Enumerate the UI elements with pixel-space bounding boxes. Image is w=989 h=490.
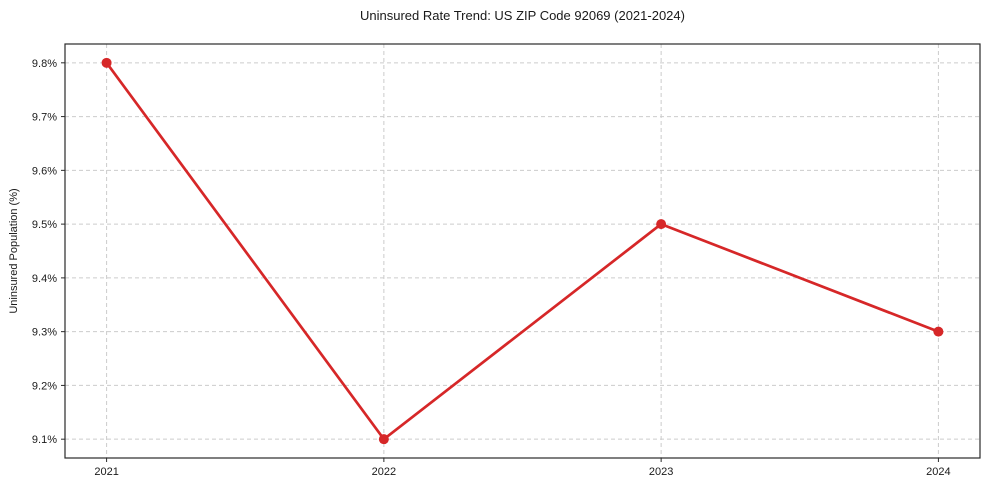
chart-title: Uninsured Rate Trend: US ZIP Code 92069 …: [360, 8, 685, 23]
y-tick-label: 9.8%: [32, 58, 57, 70]
y-tick-label: 9.6%: [32, 165, 57, 177]
tick-labels: 2021 2022 2023 2024 9.1% 9.2% 9.3% 9.4% 9.5% 9.6%…: [32, 58, 951, 478]
x-tick-label: 2021: [94, 466, 118, 478]
y-tick-label: 9.1%: [32, 434, 57, 446]
y-tick-label: 9.5%: [32, 219, 57, 231]
trend-line: [105, 61, 940, 441]
y-tick-label: 9.4%: [32, 273, 57, 285]
data-point: [656, 219, 667, 230]
data-point: [101, 57, 112, 68]
data-point: [933, 326, 944, 337]
y-tick-label: 9.7%: [32, 112, 57, 124]
y-tick-label: 9.2%: [32, 380, 57, 392]
x-tick-label: 2023: [649, 466, 673, 478]
plot-border: [64, 43, 981, 459]
tick-marks: [61, 62, 939, 462]
y-tick-label: 9.3%: [32, 327, 57, 339]
x-tick-label: 2024: [926, 466, 950, 478]
gridlines: [65, 44, 980, 458]
data-point: [378, 434, 389, 445]
x-tick-label: 2022: [372, 466, 396, 478]
series-uninsured-rate: [101, 57, 944, 445]
